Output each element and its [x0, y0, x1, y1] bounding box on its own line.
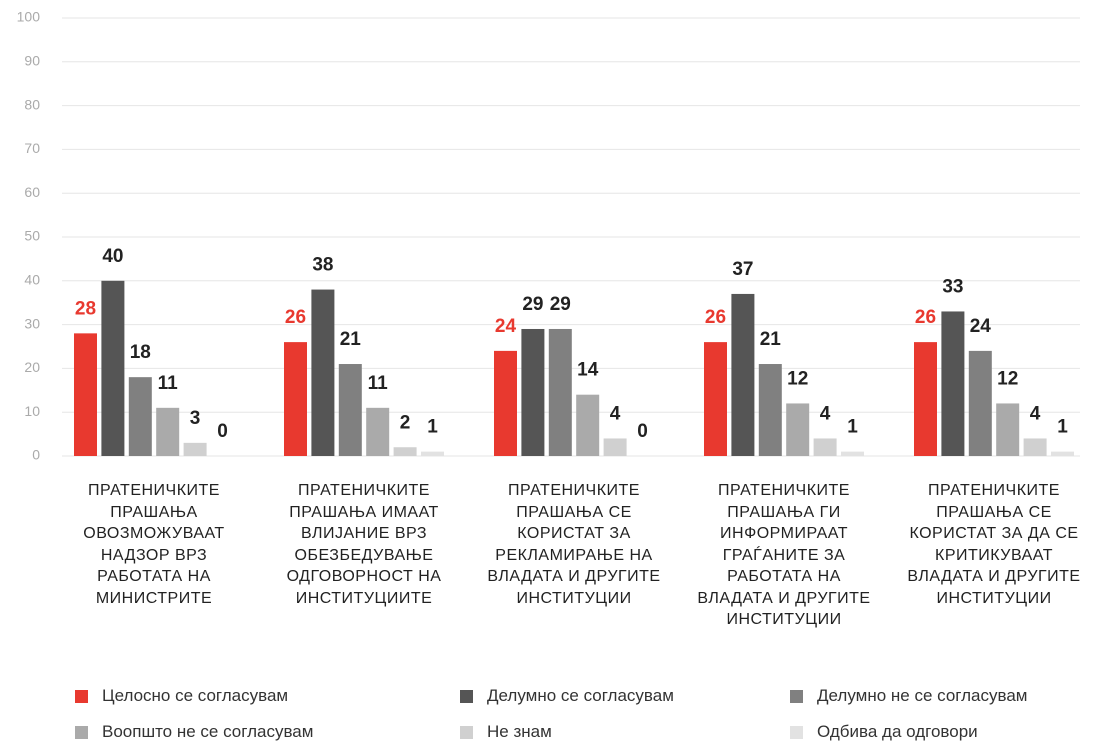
- x-tick-label: ПРАТЕНИЧКИТЕ ПРАШАЊА СЕ КОРИСТАТ ЗА РЕКЛ…: [487, 482, 661, 607]
- legend-swatch: [460, 725, 473, 739]
- value-label: 0: [637, 421, 648, 442]
- bar: [704, 342, 727, 456]
- bar: [786, 403, 810, 456]
- legend-label: Воопшто не се согласувам: [102, 722, 314, 741]
- legend-label: Делумно не се согласувам: [817, 686, 1028, 705]
- value-label: 1: [1057, 417, 1068, 438]
- value-label: 11: [158, 373, 179, 394]
- bar: [576, 394, 600, 456]
- legend-swatch: [790, 689, 803, 703]
- legend-label: Не знам: [487, 722, 552, 741]
- x-tick-label: ПРАТЕНИЧКИТЕ ПРАШАЊА ОВОЗМОЖУВААТ НАДЗОР…: [83, 482, 225, 607]
- y-tick-label: 30: [24, 315, 40, 331]
- bar: [758, 364, 782, 456]
- legend-item: Одбива да одговори: [790, 722, 978, 742]
- x-tick-label: ПРАТЕНИЧКИТЕ ПРАШАЊА ГИ ИНФОРМИРААТ ГРАЃ…: [697, 482, 871, 628]
- value-label: 11: [368, 373, 389, 394]
- y-tick-label: 60: [24, 184, 40, 200]
- bar: [101, 280, 125, 456]
- value-label: 29: [550, 294, 571, 315]
- legend-swatch: [75, 725, 88, 739]
- bar: [521, 328, 545, 456]
- bar: [914, 342, 937, 456]
- bar: [421, 451, 444, 456]
- bar: [813, 438, 837, 456]
- y-tick-label: 80: [24, 96, 40, 112]
- value-label: 37: [732, 259, 753, 280]
- bar: [156, 407, 180, 456]
- legend-label: Делумно се согласувам: [487, 686, 674, 705]
- value-label: 14: [577, 360, 599, 381]
- bar: [284, 342, 307, 456]
- bar: [603, 438, 627, 456]
- value-label: 24: [970, 316, 992, 337]
- value-label: 33: [942, 276, 963, 297]
- legend-item: Воопшто не се согласувам: [75, 722, 313, 742]
- value-label: 26: [915, 307, 936, 328]
- bar: [731, 293, 755, 456]
- legend-swatch: [790, 725, 803, 739]
- value-label: 2: [400, 412, 411, 433]
- bar: [494, 350, 517, 456]
- bar: [183, 442, 207, 456]
- legend-item: Не знам: [460, 722, 552, 742]
- bar: [311, 289, 335, 456]
- value-label: 3: [190, 408, 201, 429]
- legend-label: Одбива да одговори: [817, 722, 978, 741]
- value-label: 26: [705, 307, 726, 328]
- value-label: 29: [522, 294, 543, 315]
- bar: [1023, 438, 1047, 456]
- x-tick-label: ПРАТЕНИЧКИТЕ ПРАШАЊА СЕ КОРИСТАТ ЗА ДА С…: [907, 482, 1081, 607]
- y-tick-label: 90: [24, 53, 40, 69]
- bar: [366, 407, 390, 456]
- bar: [968, 350, 992, 456]
- bar: [393, 447, 417, 456]
- value-label: 1: [427, 417, 438, 438]
- bar: [1051, 451, 1074, 456]
- y-tick-label: 100: [17, 9, 41, 25]
- legend-label: Целосно се согласувам: [102, 686, 289, 705]
- value-label: 24: [495, 316, 517, 337]
- value-label: 18: [130, 342, 151, 363]
- legend-swatch: [460, 689, 473, 703]
- value-label: 21: [760, 329, 782, 350]
- value-label: 0: [217, 421, 228, 442]
- legend-item: Делумно се согласувам: [460, 686, 674, 706]
- value-label: 40: [102, 246, 123, 267]
- legend-swatch: [75, 689, 88, 703]
- value-label: 12: [787, 368, 808, 389]
- legend-item: Делумно не се согласувам: [790, 686, 1027, 706]
- bar: [941, 311, 965, 456]
- value-label: 12: [997, 368, 1018, 389]
- legend-item: Целосно се согласувам: [75, 686, 288, 706]
- y-tick-label: 10: [24, 403, 40, 419]
- value-label: 4: [820, 403, 831, 424]
- value-label: 28: [75, 298, 96, 319]
- y-tick-label: 70: [24, 140, 40, 156]
- y-tick-label: 0: [32, 447, 40, 463]
- value-label: 26: [285, 307, 306, 328]
- bar: [128, 377, 152, 456]
- y-tick-label: 50: [24, 228, 40, 244]
- bar: [74, 333, 97, 456]
- value-label: 4: [610, 403, 621, 424]
- bar: [841, 451, 864, 456]
- bar: [338, 364, 362, 456]
- bar: [548, 328, 572, 456]
- value-label: 38: [312, 255, 333, 276]
- value-label: 21: [340, 329, 362, 350]
- bar: [996, 403, 1020, 456]
- x-tick-label: ПРАТЕНИЧКИТЕ ПРАШАЊА ИМААТ ВЛИЈАНИЕ ВРЗ …: [286, 482, 442, 607]
- y-tick-label: 40: [24, 272, 40, 288]
- value-label: 1: [847, 417, 858, 438]
- y-tick-label: 20: [24, 359, 40, 375]
- value-label: 4: [1030, 403, 1041, 424]
